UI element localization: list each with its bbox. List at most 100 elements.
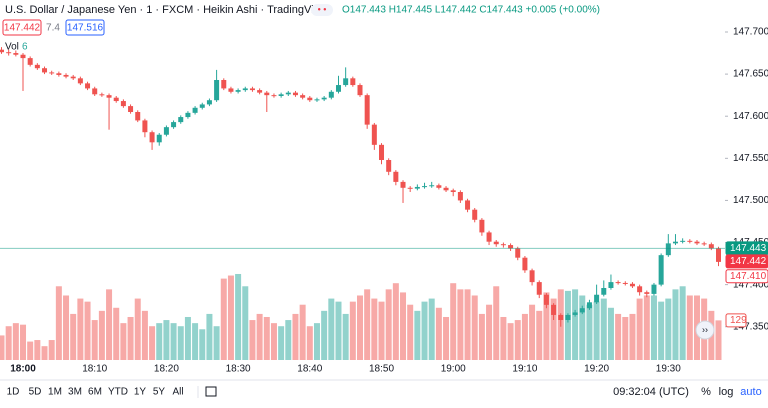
volume-bar <box>70 313 77 360</box>
candle-body <box>350 78 356 86</box>
candle-body <box>565 314 571 320</box>
volume-bar <box>270 323 277 360</box>
volume-bar <box>292 313 299 360</box>
volume-bar <box>622 316 629 360</box>
volume-bar <box>299 304 306 360</box>
candle-body <box>658 255 664 285</box>
volume-bar <box>715 320 722 360</box>
candle-body <box>228 88 234 92</box>
candle-body <box>99 94 105 96</box>
volume-bar <box>249 320 256 360</box>
volume-bar <box>306 326 313 360</box>
log-button[interactable]: log <box>719 386 734 398</box>
auto-button[interactable]: auto <box>740 386 761 398</box>
candle-body <box>472 209 478 220</box>
candle-body <box>601 288 607 295</box>
volume-bar <box>91 320 98 360</box>
percent-button[interactable]: % <box>701 386 711 398</box>
volume-bar <box>421 301 428 360</box>
y-tick-label: 147.700 <box>733 27 768 38</box>
candle-body <box>27 58 33 65</box>
volume-bar <box>607 307 614 360</box>
volume-bar <box>335 301 342 360</box>
x-tick-label: 18:00 <box>10 364 36 375</box>
x-tick-label: 18:20 <box>154 364 179 375</box>
period-button[interactable]: 5Y <box>153 387 166 398</box>
volume-bar <box>529 304 536 360</box>
period-button[interactable]: 1D <box>7 387 20 398</box>
period-button[interactable]: 1M <box>48 387 62 398</box>
candle-body <box>551 304 557 315</box>
volume-bar <box>55 286 62 360</box>
volume-bar <box>600 298 607 360</box>
candle-body <box>171 122 177 128</box>
period-button[interactable]: 1Y <box>134 387 147 398</box>
volume-bar <box>378 301 385 360</box>
candle-body <box>163 127 169 135</box>
candle-body <box>429 185 435 187</box>
toggle[interactable] <box>311 4 333 16</box>
candle-body <box>400 181 406 188</box>
price-label-box <box>725 269 768 284</box>
period-button[interactable]: 5D <box>29 387 42 398</box>
volume-bar <box>464 289 471 360</box>
candle-body <box>328 91 334 98</box>
volume-bar <box>493 286 500 360</box>
candle-body <box>443 187 449 191</box>
volume-bar <box>206 313 213 360</box>
period-button[interactable]: All <box>172 387 183 398</box>
volume-bar <box>650 295 657 360</box>
volume-bar <box>450 283 457 360</box>
volume-bar <box>672 289 679 360</box>
candle-body <box>357 85 363 96</box>
candle-body <box>465 200 471 210</box>
volume-bar <box>364 289 371 360</box>
scroll-button[interactable] <box>695 320 715 340</box>
candle-body <box>77 78 83 84</box>
candle-body <box>522 257 528 271</box>
volume-bar <box>220 278 227 360</box>
bid-box[interactable] <box>2 19 42 36</box>
candle-body <box>500 244 506 246</box>
volume-bar <box>321 310 328 360</box>
candle-body <box>178 117 184 123</box>
candle-body <box>637 286 643 293</box>
period-button[interactable]: 6M <box>88 387 102 398</box>
candle-body <box>249 88 255 91</box>
candle-body <box>608 282 614 288</box>
candle-body <box>214 80 220 101</box>
x-tick-label: 19:30 <box>656 364 681 375</box>
candle-body <box>651 284 657 294</box>
volume-bar <box>385 289 392 360</box>
goto-icon[interactable] <box>205 386 217 397</box>
volume-bar <box>98 310 105 360</box>
candle-body <box>422 186 428 188</box>
candle-body <box>586 302 592 309</box>
period-buttons: 1D 5D 1M 3M 6M YTD 1Y 5Y All <box>7 387 184 398</box>
volume-bar <box>536 310 543 360</box>
y-tick-label: 147.650 <box>733 69 768 80</box>
ask-box[interactable] <box>65 19 105 36</box>
candle-body <box>364 95 370 125</box>
candle-body <box>185 112 191 118</box>
period-button[interactable]: 3M <box>68 387 82 398</box>
bid: 147.442 <box>4 23 41 34</box>
y-tick-label: 147.550 <box>733 153 768 164</box>
volume-bar <box>192 323 199 360</box>
candle-body <box>63 74 69 77</box>
period-button[interactable]: YTD <box>108 387 128 398</box>
candle-body <box>128 106 134 112</box>
candle-body <box>0 49 4 53</box>
volume-bar <box>593 301 600 360</box>
candle-body <box>149 132 155 143</box>
volume-bar <box>586 304 593 360</box>
x-tick-label: 18:40 <box>297 364 322 375</box>
y-tick-label: 147.350 <box>733 321 768 332</box>
volume-bar <box>235 273 242 360</box>
candle-body <box>536 282 542 295</box>
candle-body <box>135 112 141 121</box>
price-label: 147.442 <box>730 256 767 267</box>
candle-body <box>321 97 327 100</box>
volume-bar <box>629 313 636 360</box>
